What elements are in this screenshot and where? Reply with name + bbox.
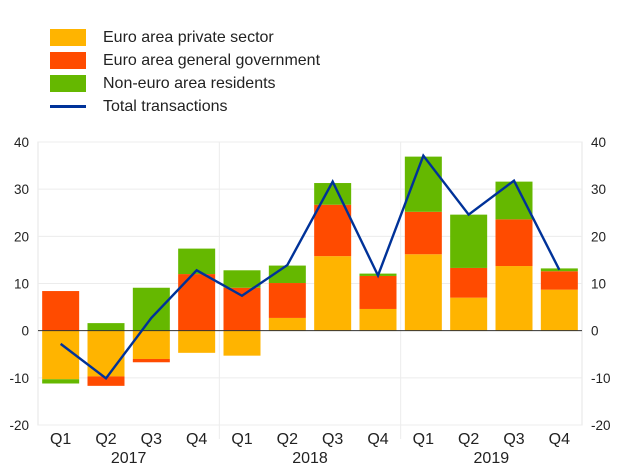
bar-segment [404,211,442,255]
bar-segment [42,379,80,384]
legend-item-private-sector: Euro area private sector [50,26,320,49]
bar-segment [450,267,488,298]
bar-segment [359,308,397,331]
x-tick-label: Q3 [322,431,343,448]
bar-segment [178,330,216,353]
legend-swatch-general-government [50,52,86,69]
total-transactions-line [59,153,561,380]
y-tick-label-right: -10 [591,371,611,386]
bar-segment [268,317,306,331]
bar-segment [42,291,80,331]
legend: Euro area private sector Euro area gener… [50,26,320,118]
x-tick-label: Q4 [367,431,388,448]
legend-swatch-non-euro-residents [50,75,86,92]
bar-segment [495,219,533,267]
x-tick-label: Q1 [413,431,434,448]
x-year-label: 2017 [111,450,147,467]
bar-segment [404,156,442,212]
y-tick-label-right: 20 [591,229,606,244]
legend-swatch-private-sector [50,29,86,46]
bar-segment [495,266,533,331]
bar-segment [268,283,306,318]
bar-segment [359,275,397,309]
bar-segment [132,358,170,363]
y-tick-label-right: -20 [591,418,611,433]
legend-label: Total transactions [103,97,228,115]
bar-segment [223,270,261,288]
bar-segment [540,289,578,331]
y-tick-label-left: -20 [9,418,29,433]
bar-segment [87,376,125,386]
x-tick-label: Q3 [503,431,524,448]
legend-item-general-government: Euro area general government [50,49,320,72]
bar-segment [404,254,442,331]
y-tick-label-left: 40 [14,135,29,150]
bar-segment [42,330,80,380]
bar-segment [223,330,261,356]
legend-item-total-transactions: Total transactions [50,95,320,118]
x-tick-label: Q4 [549,431,570,448]
y-tick-label-right: 30 [591,182,606,197]
y-tick-label-right: 10 [591,277,606,292]
y-tick-label-left: -10 [9,371,29,386]
bar-segment [495,181,533,220]
legend-label: Euro area private sector [103,28,274,46]
y-tick-label-left: 0 [21,324,29,339]
y-tick-label-left: 30 [14,182,29,197]
y-tick-label-left: 20 [14,229,29,244]
bar-segment [314,204,352,257]
bar-segment [87,323,125,331]
bar-segment [223,287,261,331]
legend-item-non-euro-residents: Non-euro area residents [50,72,320,95]
x-tick-label: Q2 [458,431,479,448]
x-tick-label: Q2 [277,431,298,448]
bar-segment [450,214,488,268]
x-tick-label: Q1 [50,431,71,448]
x-tick-label: Q1 [231,431,252,448]
x-year-label: 2018 [292,450,328,467]
y-tick-label-right: 40 [591,135,606,150]
legend-label: Euro area general government [103,51,321,69]
bar-segment [314,183,352,205]
x-tick-label: Q2 [95,431,116,448]
bar-segment [540,271,578,290]
x-tick-label: Q3 [141,431,162,448]
y-tick-label-right: 0 [591,324,599,339]
legend-line-total-transactions [50,105,86,108]
bar-segment [450,297,488,331]
x-year-label: 2019 [474,450,510,467]
legend-label: Non-euro area residents [103,74,276,92]
bar-segment [132,287,170,331]
bar-segment [314,256,352,331]
y-tick-label-left: 10 [14,277,29,292]
x-tick-label: Q4 [186,431,207,448]
